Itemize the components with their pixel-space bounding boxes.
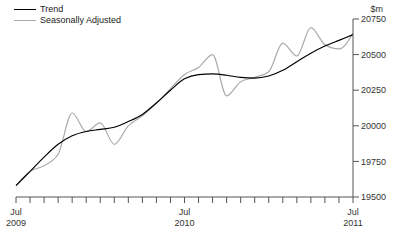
html-text:$m: $m (370, 4, 383, 14)
svg-text:Jul2011: Jul2011 (343, 207, 362, 227)
svg-text:Jul2010: Jul2010 (174, 207, 194, 227)
svg-text:20000: 20000 (361, 121, 386, 131)
svg-text:20750: 20750 (361, 14, 386, 24)
html-text:Seasonally Adjusted: Seasonally Adjusted (40, 15, 122, 25)
svg-text:20250: 20250 (361, 85, 386, 95)
svg-text:Jul2009: Jul2009 (8, 207, 26, 227)
html-text:Trend: Trend (40, 4, 64, 14)
svg-text:19750: 19750 (361, 157, 386, 167)
svg-text:19500: 19500 (361, 192, 386, 202)
svg-text:20500: 20500 (361, 50, 386, 60)
